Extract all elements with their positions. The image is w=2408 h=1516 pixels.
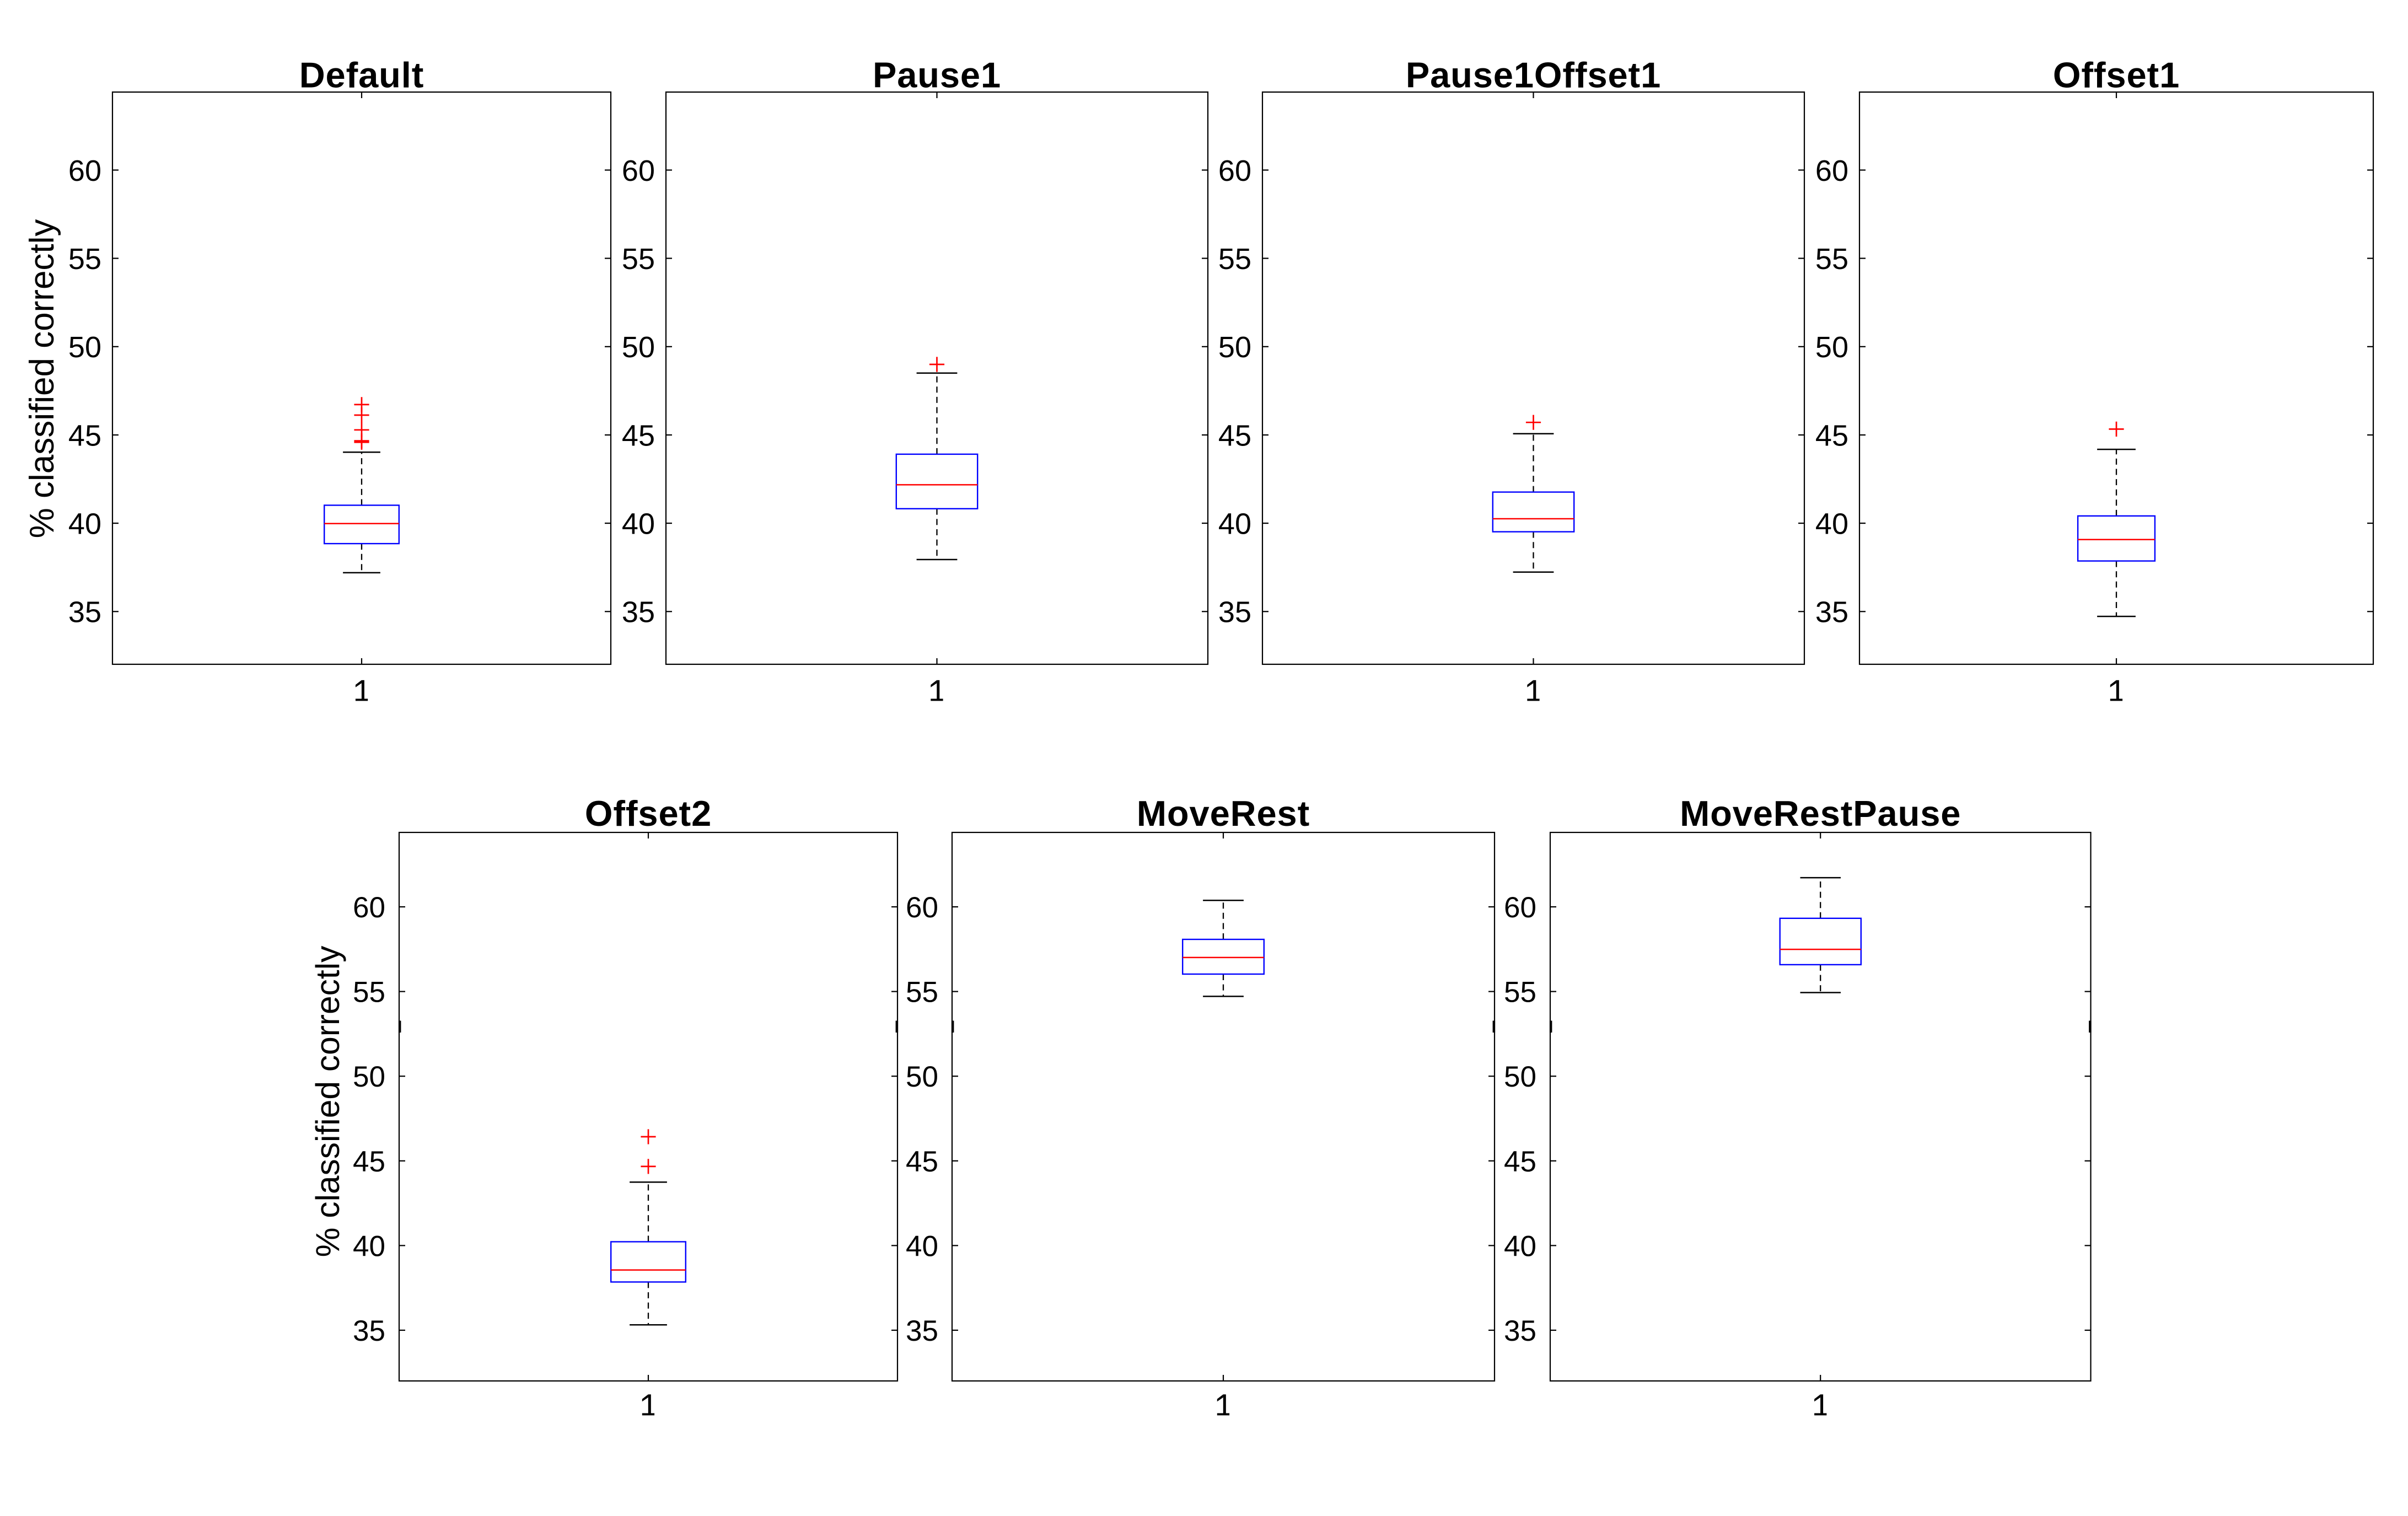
svg-text:45: 45: [1815, 419, 1848, 452]
svg-text:40: 40: [906, 1230, 938, 1262]
svg-text:60: 60: [68, 154, 101, 187]
svg-text:35: 35: [353, 1315, 385, 1347]
svg-text:50: 50: [622, 331, 655, 364]
svg-text:45: 45: [906, 1146, 938, 1178]
svg-text:40: 40: [68, 507, 101, 540]
svg-text:60: 60: [906, 891, 938, 924]
svg-text:% classified correctly: % classified correctly: [23, 219, 61, 539]
svg-text:MoveRest: MoveRest: [1137, 793, 1310, 834]
svg-text:MoveRestPause: MoveRestPause: [1680, 793, 1961, 834]
svg-text:40: 40: [1218, 507, 1251, 540]
svg-text:55: 55: [1815, 243, 1848, 276]
svg-text:50: 50: [1815, 331, 1848, 364]
svg-text:55: 55: [1218, 243, 1251, 276]
svg-text:40: 40: [1815, 507, 1848, 540]
svg-text:35: 35: [622, 596, 655, 629]
svg-text:60: 60: [622, 154, 655, 187]
svg-text:% classified correctly: % classified correctly: [309, 945, 346, 1257]
svg-text:Pause1: Pause1: [873, 55, 1001, 95]
svg-text:40: 40: [353, 1230, 385, 1262]
svg-text:35: 35: [906, 1315, 938, 1347]
svg-text:55: 55: [622, 243, 655, 276]
svg-text:45: 45: [622, 419, 655, 452]
svg-text:50: 50: [68, 331, 101, 364]
svg-text:55: 55: [68, 243, 101, 276]
svg-text:45: 45: [68, 419, 101, 452]
svg-text:55: 55: [906, 976, 938, 1009]
svg-text:35: 35: [1218, 596, 1251, 629]
svg-text:50: 50: [906, 1061, 938, 1093]
svg-text:60: 60: [1504, 891, 1536, 924]
svg-text:Pause1Offset1: Pause1Offset1: [1406, 55, 1661, 95]
svg-text:45: 45: [1504, 1146, 1536, 1178]
svg-text:Offset2: Offset2: [585, 793, 712, 834]
svg-text:45: 45: [353, 1146, 385, 1178]
svg-text:55: 55: [1504, 976, 1536, 1009]
svg-text:55: 55: [353, 976, 385, 1009]
svg-text:60: 60: [1815, 154, 1848, 187]
svg-text:Offset1: Offset1: [2053, 55, 2180, 95]
svg-text:40: 40: [1504, 1230, 1536, 1262]
svg-text:40: 40: [622, 507, 655, 540]
svg-text:60: 60: [353, 891, 385, 924]
svg-text:50: 50: [353, 1061, 385, 1093]
svg-text:60: 60: [1218, 154, 1251, 187]
svg-text:35: 35: [1504, 1315, 1536, 1347]
svg-text:45: 45: [1218, 419, 1251, 452]
svg-text:50: 50: [1218, 331, 1251, 364]
svg-text:50: 50: [1504, 1061, 1536, 1093]
svg-text:35: 35: [1815, 596, 1848, 629]
svg-text:Default: Default: [299, 55, 424, 95]
svg-text:35: 35: [68, 596, 101, 629]
